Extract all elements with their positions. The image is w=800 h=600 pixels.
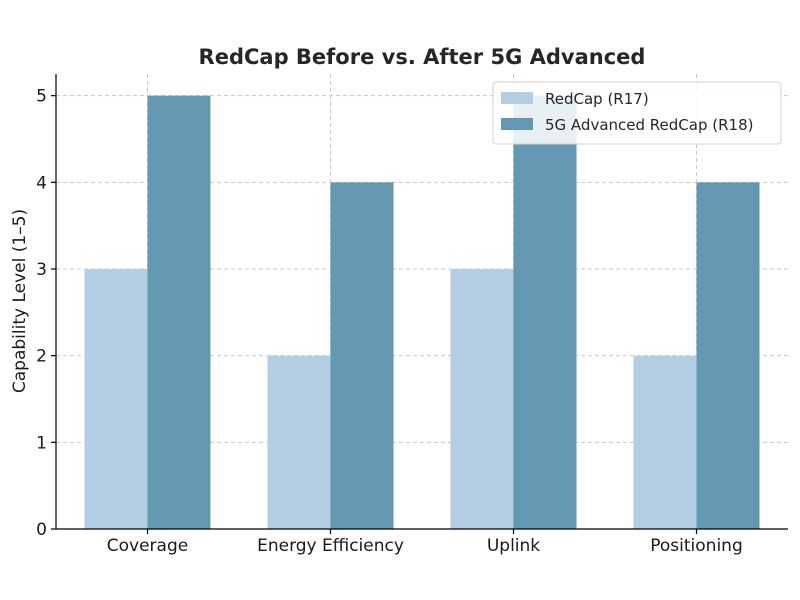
x-tick-label: Coverage bbox=[107, 536, 188, 556]
y-axis-label: Capability Level (1–5) bbox=[10, 209, 30, 393]
bar-r18-3 bbox=[696, 182, 760, 530]
legend-swatch bbox=[501, 92, 533, 104]
bar-r18-0 bbox=[147, 95, 211, 530]
x-tick-label: Energy Efficiency bbox=[257, 536, 404, 556]
bar-r17-2 bbox=[450, 269, 514, 529]
x-tick-label: Positioning bbox=[650, 536, 742, 556]
legend-label: RedCap (R17) bbox=[545, 90, 649, 108]
y-tick-label: 5 bbox=[36, 87, 47, 107]
y-tick-label: 2 bbox=[36, 347, 47, 367]
axis-layer: 0 1 2 3 4 5 Coverage Energy Efficiency Uplink Pos… bbox=[36, 74, 788, 556]
bar-layer bbox=[84, 95, 760, 530]
bar-r18-2 bbox=[513, 95, 577, 530]
chart-title: RedCap Before vs. After 5G Advanced bbox=[199, 45, 646, 69]
legend-swatch bbox=[501, 118, 533, 130]
legend-label: 5G Advanced RedCap (R18) bbox=[545, 116, 753, 134]
y-tick-label: 0 bbox=[36, 520, 47, 540]
y-tick-label: 4 bbox=[36, 173, 47, 193]
bar-r17-3 bbox=[633, 355, 697, 529]
bar-r18-1 bbox=[330, 182, 394, 530]
y-tick-label: 3 bbox=[36, 260, 47, 280]
y-tick-label: 1 bbox=[36, 433, 47, 453]
legend-box bbox=[492, 81, 782, 145]
legend: RedCap (R17) 5G Advanced RedCap (R18) bbox=[492, 81, 782, 145]
bar-r17-0 bbox=[84, 269, 148, 529]
x-tick-label: Uplink bbox=[487, 536, 540, 556]
bar-r17-1 bbox=[267, 355, 331, 529]
